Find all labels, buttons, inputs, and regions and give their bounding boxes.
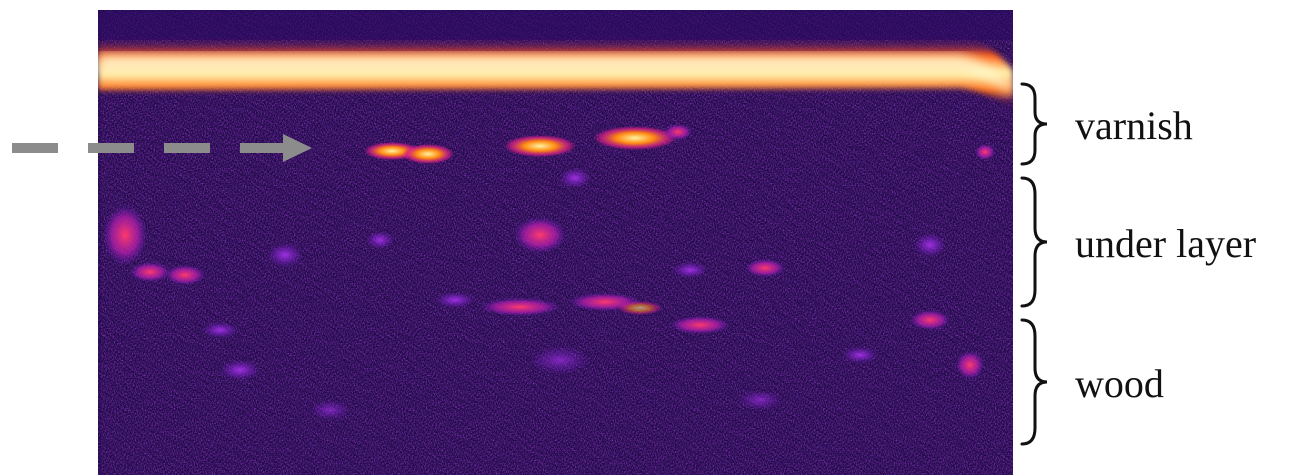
- under-layer-scattering: [103, 205, 946, 285]
- layer-label-under-layer: under layer: [1075, 221, 1256, 266]
- varnish-brace: [1020, 82, 1048, 166]
- oct-scan-image: [98, 10, 1013, 475]
- layer-label-varnish: varnish: [1075, 103, 1193, 148]
- wood-brace: [1020, 318, 1048, 446]
- dashed-arrow-icon: [12, 134, 312, 162]
- surface-reflection-band: [98, 38, 1013, 108]
- layer-label-wood: wood: [1075, 361, 1164, 406]
- under-layer-brace: [1020, 176, 1048, 308]
- wood-interface-band: [202, 292, 984, 420]
- varnish-reflections: [364, 124, 995, 188]
- curly-brace-icon: [1020, 82, 1048, 446]
